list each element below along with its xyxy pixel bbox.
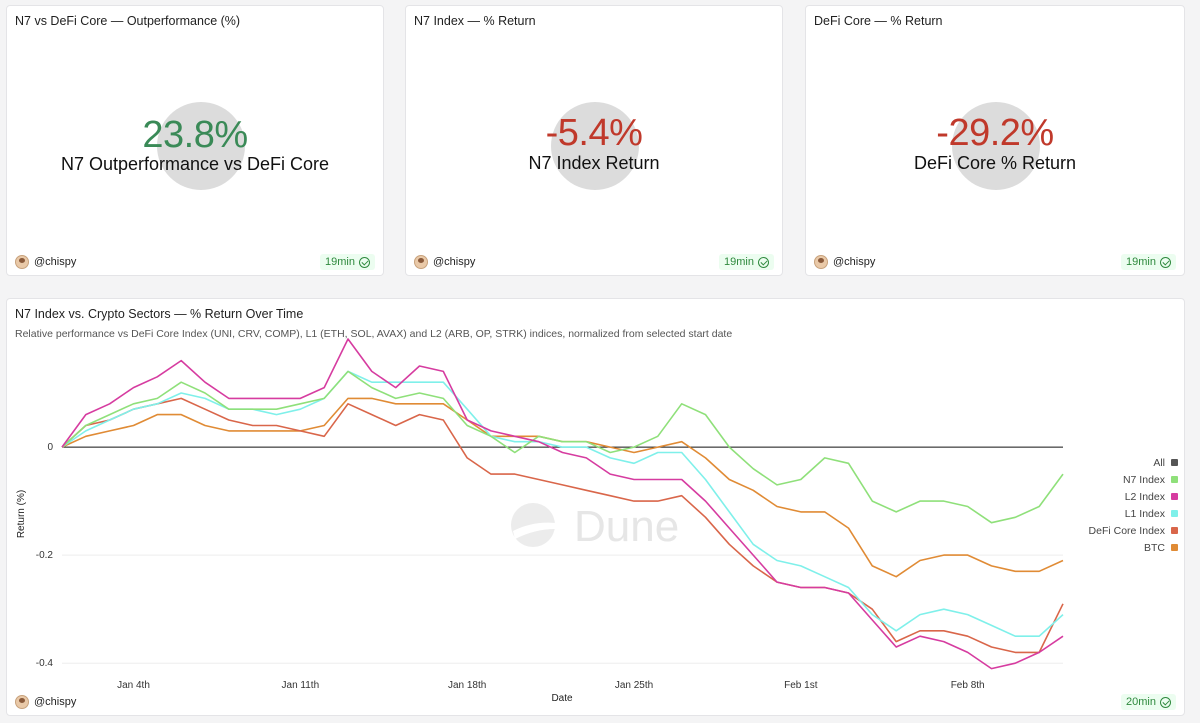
chart-card[interactable]: N7 Index vs. Crypto Sectors — % Return O… xyxy=(6,298,1185,716)
freshness-badge[interactable]: 20min xyxy=(1121,694,1176,710)
counter-card-outperformance[interactable]: N7 vs DeFi Core — Outperformance (%) 23.… xyxy=(6,5,384,276)
author-link[interactable]: @chispy xyxy=(15,695,76,709)
series-line-btc[interactable] xyxy=(61,397,1064,578)
author-link[interactable]: @chispy xyxy=(15,255,76,269)
legend-swatch xyxy=(1171,459,1178,466)
legend-swatch xyxy=(1171,476,1178,483)
legend-label[interactable]: N7 Index xyxy=(1123,474,1166,486)
legend-label[interactable]: DeFi Core Index xyxy=(1089,525,1166,537)
legend-swatch xyxy=(1171,493,1178,500)
card-title: DeFi Core — % Return xyxy=(814,14,943,28)
x-tick-label: Jan 18th xyxy=(448,680,486,691)
x-tick-label: Feb 1st xyxy=(784,680,818,691)
author-name: @chispy xyxy=(833,256,876,268)
counter-value: -5.4% xyxy=(545,112,643,154)
author-name: @chispy xyxy=(34,256,77,268)
y-tick-label: 0 xyxy=(47,442,53,453)
x-tick-label: Jan 11th xyxy=(282,680,320,691)
legend-label[interactable]: BTC xyxy=(1144,542,1165,554)
author-name: @chispy xyxy=(34,696,77,708)
series-line-l2-index[interactable] xyxy=(61,338,1064,670)
y-tick-label: -0.2 xyxy=(36,550,54,561)
y-axis-label: Return (%) xyxy=(16,490,27,538)
counter-background-circle xyxy=(157,102,245,190)
card-title: N7 Index — % Return xyxy=(414,14,536,28)
x-tick-label: Jan 25th xyxy=(615,680,653,691)
author-name: @chispy xyxy=(433,256,476,268)
legend-swatch xyxy=(1171,510,1178,517)
legend-label[interactable]: All xyxy=(1153,457,1165,469)
card-title: N7 vs DeFi Core — Outperformance (%) xyxy=(15,14,241,28)
chart-title: N7 Index vs. Crypto Sectors — % Return O… xyxy=(15,307,304,321)
counter-card-defi-return[interactable]: DeFi Core — % Return -29.2% DeFi Core % … xyxy=(805,5,1185,276)
dune-watermark: Dune xyxy=(511,502,679,551)
series-line-n7-index[interactable] xyxy=(61,370,1064,524)
legend-label[interactable]: L2 Index xyxy=(1125,491,1166,503)
check-circle-icon xyxy=(758,256,769,268)
check-circle-icon xyxy=(359,256,370,268)
x-axis-label: Date xyxy=(551,693,573,704)
counter-label: N7 Outperformance vs DeFi Core xyxy=(60,154,330,174)
avatar xyxy=(15,255,29,269)
x-tick-label: Jan 4th xyxy=(117,680,150,691)
counter-value: -29.2% xyxy=(936,112,1054,154)
legend-swatch xyxy=(1171,544,1178,551)
freshness-text: 19min xyxy=(724,256,754,268)
series-line-defi-core-index[interactable] xyxy=(61,397,1064,654)
counter-label: N7 Index Return xyxy=(528,153,660,173)
author-link[interactable]: @chispy xyxy=(414,255,475,269)
legend-swatch xyxy=(1171,527,1178,534)
freshness-badge[interactable]: 19min xyxy=(719,254,774,270)
counter-value: 23.8% xyxy=(142,114,248,156)
avatar xyxy=(814,255,828,269)
legend-label[interactable]: L1 Index xyxy=(1125,508,1166,520)
check-circle-icon xyxy=(1160,256,1171,268)
x-tick-label: Feb 8th xyxy=(951,680,985,691)
counter-label: DeFi Core % Return xyxy=(913,153,1077,173)
freshness-badge[interactable]: 19min xyxy=(320,254,375,270)
check-circle-icon xyxy=(1160,696,1171,708)
y-tick-label: -0.4 xyxy=(36,658,54,669)
author-link[interactable]: @chispy xyxy=(814,255,875,269)
freshness-text: 20min xyxy=(1126,696,1156,708)
chart-legend: All N7 Index L2 Index L1 Index DeFi Core Ind… xyxy=(1089,457,1178,554)
freshness-badge[interactable]: 19min xyxy=(1121,254,1176,270)
watermark-text: Dune xyxy=(574,502,679,551)
avatar xyxy=(15,695,29,709)
line-chart[interactable]: Dune 0 -0.2 -0.4 Jan 4th Jan 11th Jan 18th Ja… xyxy=(7,299,1184,715)
freshness-text: 19min xyxy=(325,256,355,268)
chart-subtitle: Relative performance vs DeFi Core Index … xyxy=(15,328,733,340)
counter-background-circle xyxy=(952,102,1040,190)
counter-card-n7-return[interactable]: N7 Index — % Return -5.4% N7 Index Retur… xyxy=(405,5,783,276)
avatar xyxy=(414,255,428,269)
counter-background-circle xyxy=(551,102,639,190)
freshness-text: 19min xyxy=(1126,256,1156,268)
